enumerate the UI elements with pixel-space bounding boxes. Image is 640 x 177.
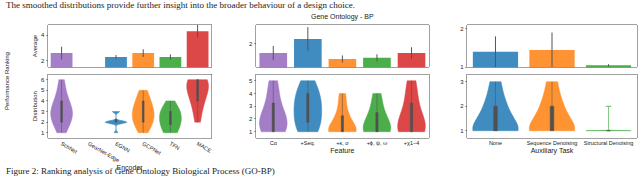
svg-text:+κ, σ: +κ, σ — [336, 140, 349, 146]
svg-text:SchNet: SchNet — [60, 140, 79, 154]
svg-text:+Seq.: +Seq. — [301, 140, 316, 146]
html-text:The smoothed distributions pro: The smoothed distributions provide furth… — [6, 0, 355, 10]
svg-text:2: 2 — [460, 26, 464, 32]
svg-text:None: None — [489, 140, 502, 146]
html-text:Figure 2: Ranking analysis of: Figure 2: Ranking analysis of Gene Ontol… — [6, 166, 275, 176]
svg-text:EGNN: EGNN — [114, 140, 131, 153]
svg-text:+ϕ, ψ, ω: +ϕ, ψ, ω — [367, 140, 388, 146]
svg-text:Auxiliary Task: Auxiliary Task — [531, 147, 574, 155]
svg-text:Gene Ontology - BP: Gene Ontology - BP — [311, 13, 374, 21]
svg-text:2: 2 — [249, 116, 253, 122]
svg-text:Distribution: Distribution — [32, 91, 38, 121]
svg-text:TFN: TFN — [169, 140, 181, 151]
svg-text:1: 1 — [249, 129, 253, 135]
svg-text:4: 4 — [41, 98, 45, 104]
svg-text:GearNet-Edge: GearNet-Edge — [87, 140, 121, 163]
svg-text:4: 4 — [249, 91, 253, 97]
svg-text:2: 2 — [249, 41, 253, 47]
svg-text:2: 2 — [41, 119, 45, 125]
svg-text:1: 1 — [41, 130, 45, 136]
svg-text:1: 1 — [460, 128, 464, 134]
svg-text:5: 5 — [249, 78, 253, 84]
svg-text:Structural Denoising: Structural Denoising — [584, 140, 634, 146]
svg-text:3: 3 — [460, 79, 464, 85]
svg-text:MACE: MACE — [196, 140, 213, 153]
svg-text:Cα: Cα — [270, 140, 278, 146]
svg-text:Feature: Feature — [330, 147, 354, 154]
svg-text:3: 3 — [41, 109, 45, 115]
svg-text:Sequence Denoising: Sequence Denoising — [527, 140, 578, 146]
svg-text:Average: Average — [32, 34, 38, 57]
svg-text:2: 2 — [41, 58, 45, 64]
svg-text:5: 5 — [41, 87, 45, 93]
svg-text:GCPNet: GCPNet — [141, 140, 162, 156]
svg-text:2: 2 — [460, 103, 464, 109]
svg-text:3: 3 — [249, 103, 253, 109]
svg-text:+χ1−4: +χ1−4 — [404, 140, 419, 146]
svg-text:Performance Ranking: Performance Ranking — [4, 52, 10, 110]
svg-text:1: 1 — [460, 64, 464, 70]
svg-text:4: 4 — [41, 32, 45, 38]
svg-text:6: 6 — [41, 77, 45, 83]
